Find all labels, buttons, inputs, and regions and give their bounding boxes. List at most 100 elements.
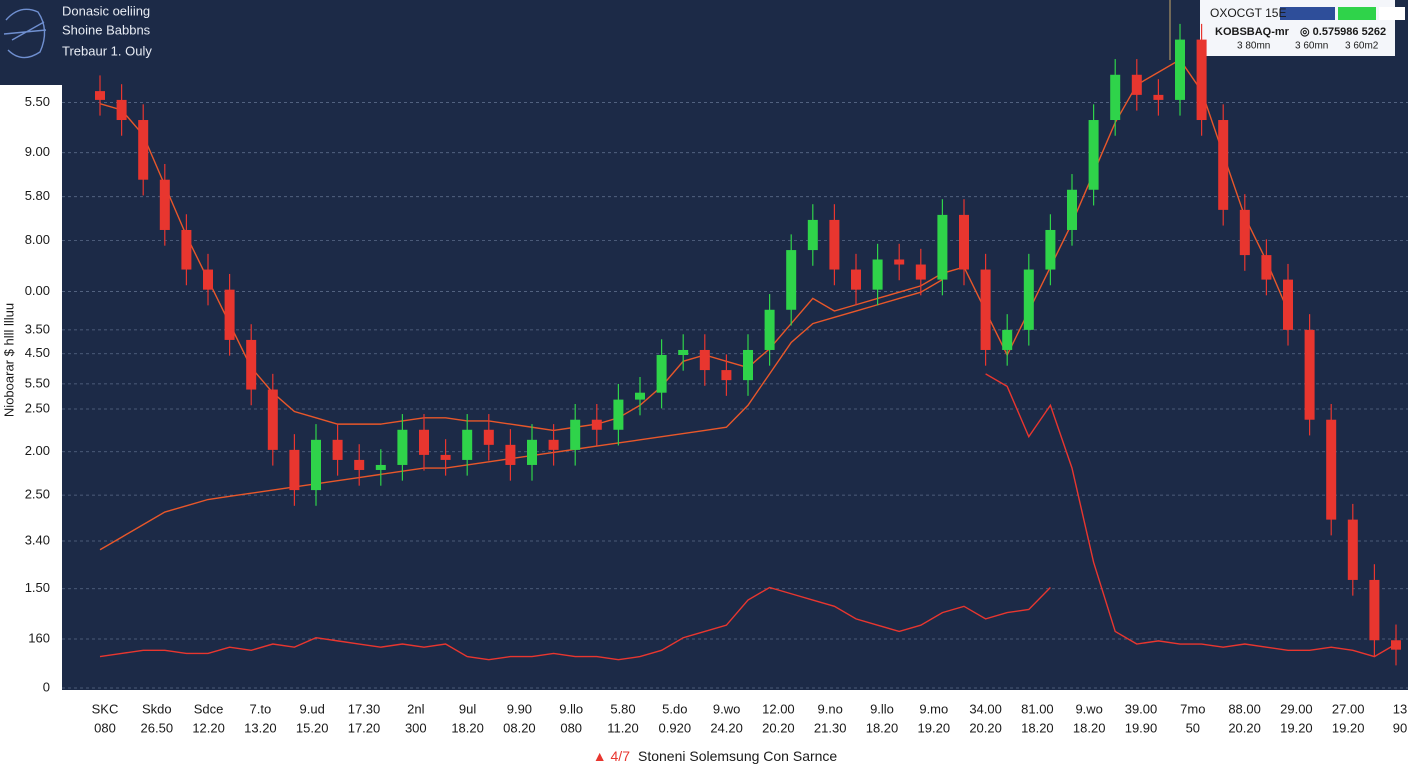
candle-body [570, 419, 581, 450]
x-tick-sublabel: 18.20 [451, 720, 484, 735]
x-tick-sublabel: 19.90 [1125, 720, 1158, 735]
candle-body [915, 264, 926, 280]
x-tick-label: 13 [1393, 701, 1407, 716]
candle-body [1131, 74, 1142, 95]
info-cell: 3 60mn [1295, 41, 1328, 52]
indicator-line [99, 586, 1051, 661]
candle-body [937, 214, 948, 280]
candle-body [138, 120, 149, 180]
candle-body [203, 269, 213, 290]
x-tick-sublabel: 20.20 [1228, 720, 1261, 735]
logo [3, 8, 47, 59]
x-tick-sublabel: 0.920 [659, 720, 692, 735]
candle-body [1391, 640, 1401, 650]
footer-marker: ▲ 4/7 [593, 748, 630, 764]
y-tick-label: 160 [28, 630, 50, 645]
candle-body [872, 259, 883, 290]
header-line: Trebaur 1. Ouly [62, 43, 152, 58]
candle-body [635, 392, 645, 400]
x-tick-label: 34.00 [969, 701, 1002, 716]
y-tick-label: 2.50 [25, 400, 50, 415]
candle-body [980, 269, 991, 350]
candle-body [267, 389, 278, 450]
x-tick-sublabel: 08.20 [503, 720, 536, 735]
info-bar [1379, 7, 1405, 20]
x-tick-sublabel: 080 [94, 720, 116, 735]
candle-body [678, 349, 689, 355]
candle-body [419, 429, 429, 455]
x-tick-label: 5.do [662, 701, 687, 716]
x-tick-label: 9.llo [870, 701, 894, 716]
candle-body [656, 355, 667, 393]
candle-body [1023, 269, 1034, 330]
candle-body [1283, 279, 1293, 330]
info-symbol: KOBSBAQ-mr [1215, 26, 1290, 38]
x-tick-sublabel: 18.20 [1021, 720, 1054, 735]
y-tick-label: 5.50 [25, 375, 50, 390]
candle-body [159, 179, 170, 230]
info-title: OXOCGT 15E [1210, 6, 1286, 20]
y-axis-label: Nioboarar $ hlll llluu [1, 303, 16, 417]
x-tick-label: 81.00 [1021, 701, 1054, 716]
candle-body [1110, 74, 1121, 121]
candle-body [1067, 189, 1077, 230]
candle-body [289, 449, 300, 491]
candle-body [462, 429, 473, 460]
x-tick-sublabel: 19.20 [1280, 720, 1313, 735]
y-tick-label: 2.00 [25, 443, 50, 458]
x-tick-sublabel: 20.20 [762, 720, 795, 735]
candle-body [721, 370, 732, 381]
y-tick-label: 3.50 [25, 321, 50, 336]
x-tick-label: 39.00 [1125, 701, 1158, 716]
info-cell: 3 80mn [1237, 41, 1270, 52]
x-tick-label: 2nl [407, 701, 424, 716]
x-tick-label: 5.80 [610, 701, 635, 716]
candle-body [1045, 229, 1056, 270]
candle-body [829, 219, 840, 270]
x-tick-sublabel: 24.20 [710, 720, 743, 735]
candle-body [332, 439, 343, 460]
y-tick-label: 5.50 [25, 94, 50, 109]
x-tick-label: 9.no [818, 701, 843, 716]
y-tick-label: 5.80 [25, 188, 50, 203]
x-tick-label: Sdce [194, 701, 224, 716]
x-tick-label: 9.ud [300, 701, 325, 716]
candle-body [548, 439, 559, 450]
x-tick-sublabel: 18.20 [866, 720, 899, 735]
x-tick-label: 9.wo [1075, 701, 1102, 716]
x-tick-sublabel: 13.20 [244, 720, 277, 735]
candle-body [440, 454, 451, 460]
x-tick-label: 9.mo [919, 701, 948, 716]
candle-body [786, 250, 797, 310]
info-bar [1338, 7, 1376, 20]
x-tick-sublabel: 90 [1393, 720, 1407, 735]
candle-body [1175, 39, 1185, 100]
x-tick-label: 9.wo [713, 701, 740, 716]
x-tick-sublabel: 50 [1186, 720, 1200, 735]
header-line: Donasic oeliing [62, 3, 150, 18]
candle-body [397, 429, 408, 465]
x-tick-label: 7.to [250, 701, 272, 716]
x-tick-sublabel: 19.20 [1332, 720, 1365, 735]
y-tick-label: 8.00 [25, 232, 50, 247]
x-tick-sublabel: 20.20 [969, 720, 1002, 735]
candle-body [224, 289, 235, 340]
candle-body [591, 419, 602, 430]
info-bar [1280, 7, 1335, 20]
candle-body [311, 439, 321, 491]
x-tick-label: SKC [92, 701, 119, 716]
header-line: Shoine Babbns [62, 22, 151, 37]
x-tick-label: 29.00 [1280, 701, 1313, 716]
candle-body [743, 349, 753, 381]
y-tick-label: 1.50 [25, 580, 50, 595]
candle-body [1304, 329, 1315, 420]
x-tick-sublabel: 19.20 [918, 720, 951, 735]
candle-body [116, 99, 127, 121]
indicator-line [985, 373, 1397, 658]
candle-body [95, 91, 105, 100]
x-tick-label: 9.90 [507, 701, 532, 716]
x-tick-sublabel: 26.50 [141, 720, 174, 735]
y-tick-label: 4.50 [25, 345, 50, 360]
y-tick-label: 9.00 [25, 144, 50, 159]
candle-body [181, 229, 192, 270]
